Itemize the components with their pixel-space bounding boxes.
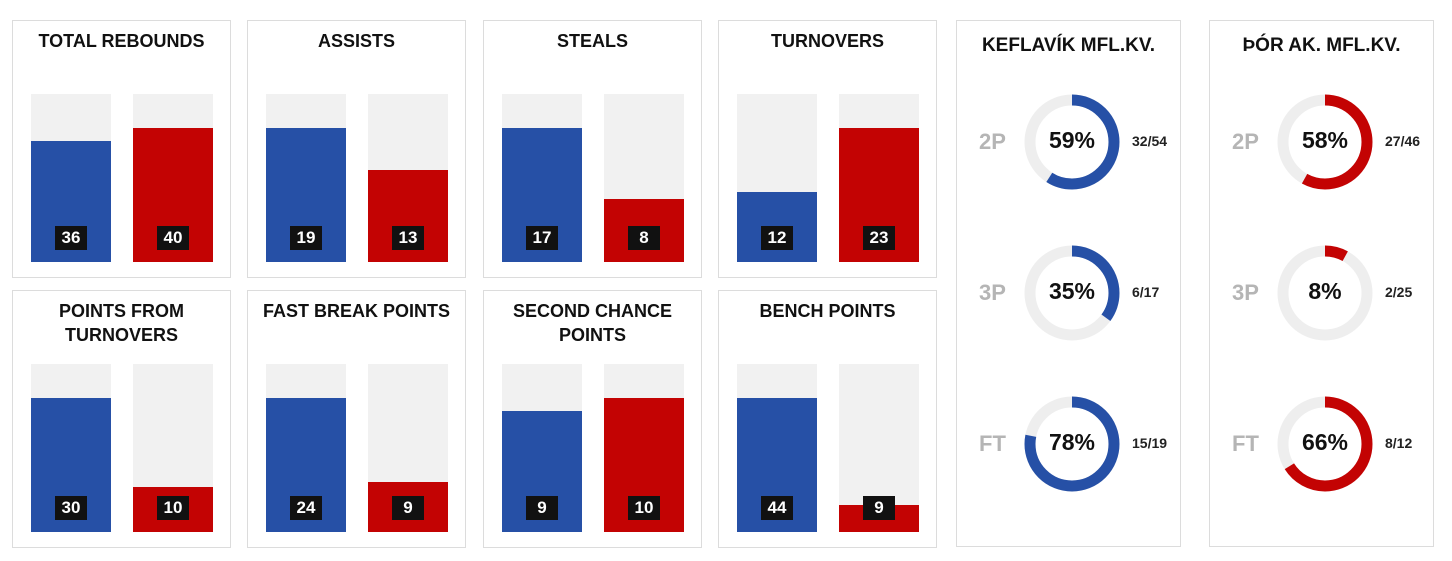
made-attempted: 6/17	[1132, 284, 1160, 300]
bar-track: 8	[604, 94, 684, 262]
team-name: KEFLAVÍK MFL.KV.	[981, 35, 1156, 56]
bar-track: 36	[31, 94, 111, 262]
made-attempted: 32/54	[1132, 133, 1168, 149]
stat-panel: SECOND CHANCE POINTS 9 10	[483, 290, 702, 548]
donut-svg	[1024, 245, 1120, 341]
shot-type-label: FT	[979, 431, 1006, 456]
shot-type-label: FT	[1232, 431, 1259, 456]
stat-title: POINTS FROM TURNOVERS	[59, 301, 184, 345]
stat-panel: ASSISTS 19 13	[247, 20, 466, 278]
shooting-panel: KEFLAVÍK MFL.KV. 2P 59% 32/54 3P 35% 6/17 FT 78%…	[956, 20, 1181, 547]
shot-type-label: 2P	[1232, 129, 1259, 154]
bar-value-label: 36	[55, 226, 87, 250]
donut-svg	[1277, 94, 1373, 190]
stat-title: SECOND CHANCE POINTS	[512, 301, 672, 345]
bar-track: 40	[133, 94, 213, 262]
stat-panel: FAST BREAK POINTS 24 9	[247, 290, 466, 548]
percentage-donut: 78%	[1020, 392, 1124, 496]
bar-value-label: 9	[526, 496, 558, 520]
bar-track: 23	[839, 94, 919, 262]
bar-value-label: 8	[628, 226, 660, 250]
shot-type-label: 2P	[979, 129, 1006, 154]
bar-track: 12	[737, 94, 817, 262]
donut-arc	[1024, 245, 1120, 341]
bar-track: 44	[737, 364, 817, 532]
shot-type-label: 3P	[1232, 280, 1259, 305]
donut-arc	[1024, 396, 1120, 492]
bar-value-label: 40	[157, 226, 189, 250]
percentage-donut: 66%	[1273, 392, 1377, 496]
bar-track: 10	[133, 364, 213, 532]
percentage-value: 78%	[1048, 429, 1096, 455]
made-attempted: 15/19	[1132, 435, 1168, 451]
bar-value-label: 10	[628, 496, 660, 520]
bar-value-label: 10	[157, 496, 189, 520]
bar-track: 13	[368, 94, 448, 262]
bar-track: 9	[502, 364, 582, 532]
shooting-panel: ÞÓR AK. MFL.KV. 2P 58% 27/46 3P 8% 2/25 FT 66% 8/…	[1209, 20, 1434, 547]
donut-svg	[1024, 396, 1120, 492]
bar-value-label: 9	[863, 496, 895, 520]
donut-arc	[1277, 396, 1373, 492]
bar-value-label: 13	[392, 226, 424, 250]
bar-value-label: 24	[290, 496, 322, 520]
stat-title: BENCH POINTS	[759, 301, 896, 321]
donut-svg	[1277, 245, 1373, 341]
percentage-donut: 35%	[1020, 241, 1124, 345]
bar-track: 17	[502, 94, 582, 262]
percentage-donut: 59%	[1020, 90, 1124, 194]
stat-title: TOTAL REBOUNDS	[38, 31, 205, 51]
donut-arc	[1277, 94, 1373, 190]
donut-svg	[1277, 396, 1373, 492]
donut-arc	[1024, 94, 1120, 190]
percentage-value: 58%	[1301, 127, 1349, 153]
stat-panel: BENCH POINTS 44 9	[718, 290, 937, 548]
stat-title: STEALS	[556, 31, 628, 51]
percentage-donut: 8%	[1273, 241, 1377, 345]
percentage-value: 59%	[1048, 127, 1096, 153]
stat-panel: TURNOVERS 12 23	[718, 20, 937, 278]
bar-value-label: 12	[761, 226, 793, 250]
stat-panel: POINTS FROM TURNOVERS 30 10	[12, 290, 231, 548]
team-name: ÞÓR AK. MFL.KV.	[1242, 35, 1401, 56]
stat-title: TURNOVERS	[770, 31, 884, 51]
stat-panel: TOTAL REBOUNDS 36 40	[12, 20, 231, 278]
bar-track: 9	[839, 364, 919, 532]
donut-svg	[1024, 94, 1120, 190]
bar-value-label: 17	[526, 226, 558, 250]
bar-track: 24	[266, 364, 346, 532]
bar-value-label: 30	[55, 496, 87, 520]
bar-track: 19	[266, 94, 346, 262]
bar-track: 9	[368, 364, 448, 532]
bar-value-label: 19	[290, 226, 322, 250]
donut-arc	[1277, 245, 1373, 341]
percentage-value: 35%	[1048, 278, 1096, 304]
bar-value-label: 23	[863, 226, 895, 250]
percentage-donut: 58%	[1273, 90, 1377, 194]
percentage-value: 8%	[1308, 278, 1342, 304]
bar-track: 10	[604, 364, 684, 532]
made-attempted: 8/12	[1385, 435, 1413, 451]
made-attempted: 27/46	[1385, 133, 1421, 149]
made-attempted: 2/25	[1385, 284, 1413, 300]
bar-value-label: 9	[392, 496, 424, 520]
stat-title: ASSISTS	[317, 31, 396, 51]
stat-panel: STEALS 17 8	[483, 20, 702, 278]
percentage-value: 66%	[1301, 429, 1349, 455]
shot-type-label: 3P	[979, 280, 1006, 305]
stat-title: FAST BREAK POINTS	[262, 301, 450, 321]
bar-track: 30	[31, 364, 111, 532]
bar-value-label: 44	[761, 496, 793, 520]
